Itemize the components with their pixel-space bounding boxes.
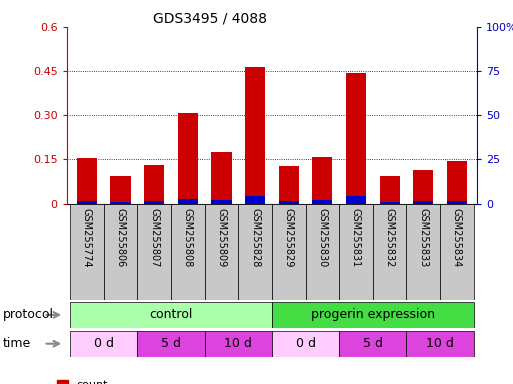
Bar	[272, 204, 306, 300]
Bar	[70, 331, 137, 357]
Text: control: control	[149, 308, 193, 321]
Bar	[413, 202, 433, 204]
Text: GSM255809: GSM255809	[216, 209, 226, 268]
Bar	[346, 196, 366, 204]
Text: GSM255807: GSM255807	[149, 209, 159, 268]
Bar	[211, 152, 231, 204]
Bar	[177, 199, 198, 204]
Text: GSM255806: GSM255806	[115, 209, 126, 268]
Bar	[77, 158, 97, 204]
Bar	[77, 201, 97, 204]
Text: GSM255833: GSM255833	[418, 209, 428, 268]
Bar	[144, 165, 164, 204]
Bar	[447, 161, 467, 204]
Text: 5 d: 5 d	[363, 337, 383, 350]
Bar	[205, 331, 272, 357]
Bar	[238, 204, 272, 300]
Bar	[245, 67, 265, 204]
Text: GSM255829: GSM255829	[284, 209, 294, 268]
Bar	[279, 166, 299, 204]
Bar	[177, 113, 198, 204]
Bar	[312, 200, 332, 204]
Bar	[406, 204, 440, 300]
Text: 0 d: 0 d	[94, 337, 114, 350]
Bar	[279, 201, 299, 204]
Bar	[110, 175, 131, 204]
Text: GSM255774: GSM255774	[82, 209, 92, 268]
Bar	[70, 302, 272, 328]
Bar	[272, 331, 339, 357]
Bar	[413, 170, 433, 204]
Text: progerin expression: progerin expression	[311, 308, 435, 321]
Text: 5 d: 5 d	[161, 337, 181, 350]
Bar	[137, 331, 205, 357]
Bar	[205, 204, 238, 300]
Bar	[171, 204, 205, 300]
Bar	[339, 204, 373, 300]
Bar	[272, 302, 473, 328]
Bar	[211, 200, 231, 204]
Bar	[104, 204, 137, 300]
Text: time: time	[3, 337, 31, 350]
Bar	[110, 202, 131, 204]
Bar	[306, 204, 339, 300]
Text: GSM255830: GSM255830	[318, 209, 327, 268]
Bar	[380, 175, 400, 204]
Text: protocol: protocol	[3, 308, 53, 321]
Bar	[339, 331, 406, 357]
Text: GSM255831: GSM255831	[351, 209, 361, 268]
Text: GSM255834: GSM255834	[452, 209, 462, 268]
Bar	[245, 196, 265, 204]
Text: 0 d: 0 d	[295, 337, 315, 350]
Bar	[406, 331, 473, 357]
Bar	[312, 157, 332, 204]
Bar	[447, 201, 467, 204]
Text: GDS3495 / 4088: GDS3495 / 4088	[153, 12, 267, 25]
Bar	[144, 201, 164, 204]
Bar	[70, 204, 104, 300]
Text: GSM255808: GSM255808	[183, 209, 193, 268]
Text: GSM255832: GSM255832	[385, 209, 394, 268]
Bar	[346, 73, 366, 204]
Bar	[373, 204, 406, 300]
Text: 10 d: 10 d	[426, 337, 454, 350]
Bar	[440, 204, 473, 300]
Legend: count, percentile rank within the sample: count, percentile rank within the sample	[57, 379, 265, 384]
Text: GSM255828: GSM255828	[250, 209, 260, 268]
Text: 10 d: 10 d	[224, 337, 252, 350]
Bar	[137, 204, 171, 300]
Bar	[380, 202, 400, 204]
